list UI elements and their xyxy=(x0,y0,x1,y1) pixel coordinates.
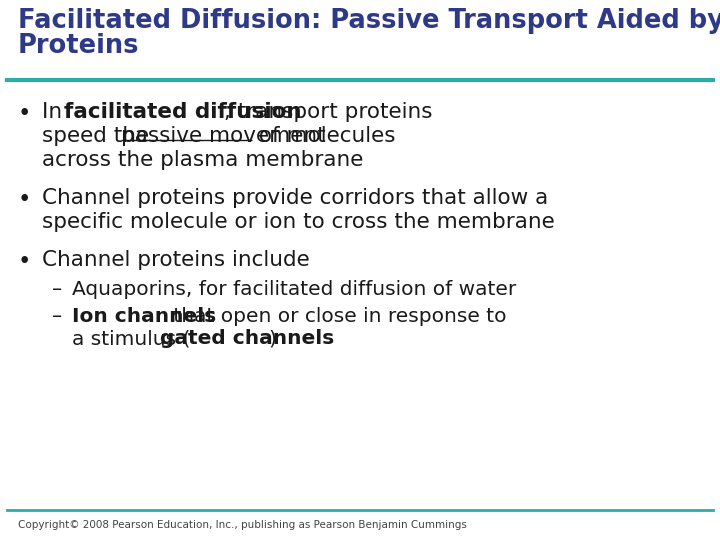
Text: speed the: speed the xyxy=(42,126,156,146)
Text: of molecules: of molecules xyxy=(252,126,395,146)
Text: Channel proteins provide corridors that allow a: Channel proteins provide corridors that … xyxy=(42,188,548,208)
Text: –: – xyxy=(52,307,62,326)
Text: a stimulus (: a stimulus ( xyxy=(72,329,190,348)
Text: Aquaporins, for facilitated diffusion of water: Aquaporins, for facilitated diffusion of… xyxy=(72,280,516,299)
Text: ): ) xyxy=(268,329,276,348)
Text: •: • xyxy=(18,188,32,211)
Text: •: • xyxy=(18,250,32,273)
Text: Copyright© 2008 Pearson Education, Inc., publishing as Pearson Benjamin Cummings: Copyright© 2008 Pearson Education, Inc.,… xyxy=(18,520,467,530)
Text: , transport proteins: , transport proteins xyxy=(224,102,433,122)
Text: In: In xyxy=(42,102,69,122)
Text: that open or close in response to: that open or close in response to xyxy=(167,307,506,326)
Text: •: • xyxy=(18,102,32,125)
Text: gated channels: gated channels xyxy=(160,329,334,348)
Text: Channel proteins include: Channel proteins include xyxy=(42,250,310,270)
Text: across the plasma membrane: across the plasma membrane xyxy=(42,150,364,170)
Text: Ion channels: Ion channels xyxy=(72,307,216,326)
Text: specific molecule or ion to cross the membrane: specific molecule or ion to cross the me… xyxy=(42,212,554,232)
Text: –: – xyxy=(52,280,62,299)
Text: Facilitated Diffusion: Passive Transport Aided by: Facilitated Diffusion: Passive Transport… xyxy=(18,8,720,34)
Text: passive movement: passive movement xyxy=(121,126,325,146)
Text: facilitated diffusion: facilitated diffusion xyxy=(64,102,302,122)
Text: Proteins: Proteins xyxy=(18,33,140,59)
